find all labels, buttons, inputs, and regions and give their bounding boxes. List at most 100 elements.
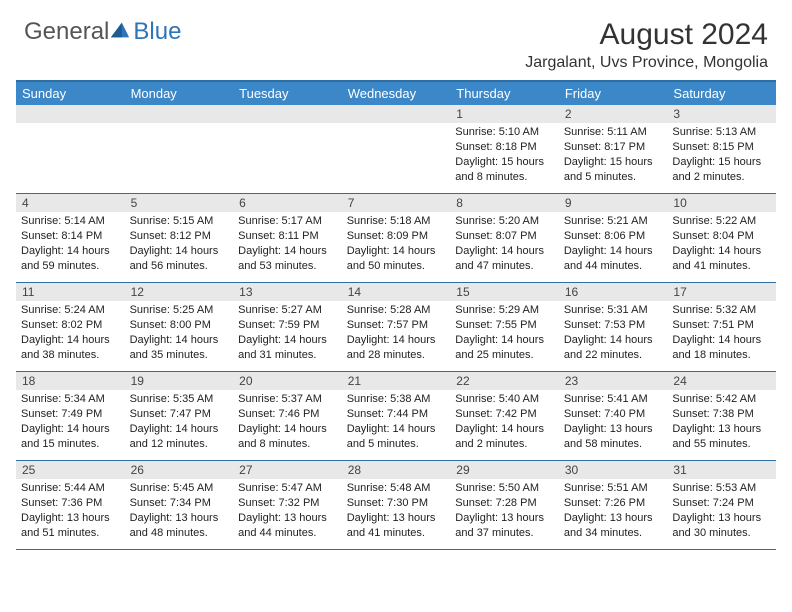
day-content: Sunrise: 5:42 AMSunset: 7:38 PMDaylight:… [667, 390, 776, 455]
day-number: 14 [342, 283, 451, 301]
day-number: 8 [450, 194, 559, 212]
day-cell: 11Sunrise: 5:24 AMSunset: 8:02 PMDayligh… [16, 283, 125, 371]
day-cell: 6Sunrise: 5:17 AMSunset: 8:11 PMDaylight… [233, 194, 342, 282]
sunset-text: Sunset: 8:14 PM [21, 229, 120, 244]
daylight-text: Daylight: 15 hours and 8 minutes. [455, 155, 554, 185]
day-header-row: Sunday Monday Tuesday Wednesday Thursday… [16, 80, 776, 105]
day-cell: 16Sunrise: 5:31 AMSunset: 7:53 PMDayligh… [559, 283, 668, 371]
daylight-text: Daylight: 14 hours and 18 minutes. [672, 333, 771, 363]
sunrise-text: Sunrise: 5:48 AM [347, 481, 446, 496]
daylight-text: Daylight: 13 hours and 48 minutes. [130, 511, 229, 541]
day-number: 30 [559, 461, 668, 479]
sunrise-text: Sunrise: 5:32 AM [672, 303, 771, 318]
sunset-text: Sunset: 7:36 PM [21, 496, 120, 511]
day-cell: 23Sunrise: 5:41 AMSunset: 7:40 PMDayligh… [559, 372, 668, 460]
daylight-text: Daylight: 14 hours and 50 minutes. [347, 244, 446, 274]
sunset-text: Sunset: 7:55 PM [455, 318, 554, 333]
sunset-text: Sunset: 7:57 PM [347, 318, 446, 333]
day-cell: 18Sunrise: 5:34 AMSunset: 7:49 PMDayligh… [16, 372, 125, 460]
day-number: 10 [667, 194, 776, 212]
sunset-text: Sunset: 7:28 PM [455, 496, 554, 511]
day-cell: 24Sunrise: 5:42 AMSunset: 7:38 PMDayligh… [667, 372, 776, 460]
day-number: 20 [233, 372, 342, 390]
daylight-text: Daylight: 13 hours and 44 minutes. [238, 511, 337, 541]
day-cell: 19Sunrise: 5:35 AMSunset: 7:47 PMDayligh… [125, 372, 234, 460]
day-content: Sunrise: 5:25 AMSunset: 8:00 PMDaylight:… [125, 301, 234, 366]
day-cell: 17Sunrise: 5:32 AMSunset: 7:51 PMDayligh… [667, 283, 776, 371]
daylight-text: Daylight: 14 hours and 56 minutes. [130, 244, 229, 274]
day-content: Sunrise: 5:31 AMSunset: 7:53 PMDaylight:… [559, 301, 668, 366]
sunrise-text: Sunrise: 5:28 AM [347, 303, 446, 318]
month-title: August 2024 [525, 18, 768, 52]
sunset-text: Sunset: 7:46 PM [238, 407, 337, 422]
day-number: 22 [450, 372, 559, 390]
day-number: 18 [16, 372, 125, 390]
sunset-text: Sunset: 7:26 PM [564, 496, 663, 511]
weeks-container: 1Sunrise: 5:10 AMSunset: 8:18 PMDaylight… [16, 105, 776, 550]
sunrise-text: Sunrise: 5:38 AM [347, 392, 446, 407]
day-header-tue: Tuesday [233, 82, 342, 105]
logo-text-general: General [24, 18, 109, 46]
day-number: 12 [125, 283, 234, 301]
daylight-text: Daylight: 13 hours and 34 minutes. [564, 511, 663, 541]
day-content: Sunrise: 5:34 AMSunset: 7:49 PMDaylight:… [16, 390, 125, 455]
sunset-text: Sunset: 7:53 PM [564, 318, 663, 333]
day-number [233, 105, 342, 123]
week-row: 4Sunrise: 5:14 AMSunset: 8:14 PMDaylight… [16, 194, 776, 283]
daylight-text: Daylight: 14 hours and 41 minutes. [672, 244, 771, 274]
sunset-text: Sunset: 7:59 PM [238, 318, 337, 333]
day-cell: 14Sunrise: 5:28 AMSunset: 7:57 PMDayligh… [342, 283, 451, 371]
day-number [125, 105, 234, 123]
day-content: Sunrise: 5:13 AMSunset: 8:15 PMDaylight:… [667, 123, 776, 188]
day-content: Sunrise: 5:29 AMSunset: 7:55 PMDaylight:… [450, 301, 559, 366]
daylight-text: Daylight: 14 hours and 5 minutes. [347, 422, 446, 452]
day-number: 25 [16, 461, 125, 479]
day-cell: 8Sunrise: 5:20 AMSunset: 8:07 PMDaylight… [450, 194, 559, 282]
day-cell: 1Sunrise: 5:10 AMSunset: 8:18 PMDaylight… [450, 105, 559, 193]
daylight-text: Daylight: 14 hours and 44 minutes. [564, 244, 663, 274]
sunrise-text: Sunrise: 5:53 AM [672, 481, 771, 496]
sunset-text: Sunset: 8:04 PM [672, 229, 771, 244]
day-content: Sunrise: 5:45 AMSunset: 7:34 PMDaylight:… [125, 479, 234, 544]
sunset-text: Sunset: 7:47 PM [130, 407, 229, 422]
day-cell: 12Sunrise: 5:25 AMSunset: 8:00 PMDayligh… [125, 283, 234, 371]
week-row: 25Sunrise: 5:44 AMSunset: 7:36 PMDayligh… [16, 461, 776, 550]
day-content: Sunrise: 5:48 AMSunset: 7:30 PMDaylight:… [342, 479, 451, 544]
sunrise-text: Sunrise: 5:47 AM [238, 481, 337, 496]
day-number: 15 [450, 283, 559, 301]
day-cell: 25Sunrise: 5:44 AMSunset: 7:36 PMDayligh… [16, 461, 125, 549]
day-cell: 29Sunrise: 5:50 AMSunset: 7:28 PMDayligh… [450, 461, 559, 549]
sunset-text: Sunset: 8:12 PM [130, 229, 229, 244]
sunset-text: Sunset: 8:17 PM [564, 140, 663, 155]
day-content: Sunrise: 5:47 AMSunset: 7:32 PMDaylight:… [233, 479, 342, 544]
sunset-text: Sunset: 8:02 PM [21, 318, 120, 333]
day-number: 17 [667, 283, 776, 301]
sunset-text: Sunset: 7:30 PM [347, 496, 446, 511]
sunset-text: Sunset: 8:07 PM [455, 229, 554, 244]
sunrise-text: Sunrise: 5:11 AM [564, 125, 663, 140]
header: General Blue August 2024 Jargalant, Uvs … [0, 0, 792, 80]
day-content: Sunrise: 5:22 AMSunset: 8:04 PMDaylight:… [667, 212, 776, 277]
sunrise-text: Sunrise: 5:42 AM [672, 392, 771, 407]
sunrise-text: Sunrise: 5:45 AM [130, 481, 229, 496]
sunset-text: Sunset: 7:42 PM [455, 407, 554, 422]
sunset-text: Sunset: 7:40 PM [564, 407, 663, 422]
day-content: Sunrise: 5:24 AMSunset: 8:02 PMDaylight:… [16, 301, 125, 366]
day-cell: 3Sunrise: 5:13 AMSunset: 8:15 PMDaylight… [667, 105, 776, 193]
day-content: Sunrise: 5:50 AMSunset: 7:28 PMDaylight:… [450, 479, 559, 544]
day-content: Sunrise: 5:28 AMSunset: 7:57 PMDaylight:… [342, 301, 451, 366]
sunset-text: Sunset: 8:00 PM [130, 318, 229, 333]
sunset-text: Sunset: 7:32 PM [238, 496, 337, 511]
sunset-text: Sunset: 7:24 PM [672, 496, 771, 511]
day-cell [16, 105, 125, 193]
day-number: 29 [450, 461, 559, 479]
day-cell: 20Sunrise: 5:37 AMSunset: 7:46 PMDayligh… [233, 372, 342, 460]
daylight-text: Daylight: 14 hours and 22 minutes. [564, 333, 663, 363]
day-cell: 5Sunrise: 5:15 AMSunset: 8:12 PMDaylight… [125, 194, 234, 282]
day-content: Sunrise: 5:37 AMSunset: 7:46 PMDaylight:… [233, 390, 342, 455]
daylight-text: Daylight: 13 hours and 37 minutes. [455, 511, 554, 541]
day-number: 2 [559, 105, 668, 123]
daylight-text: Daylight: 15 hours and 2 minutes. [672, 155, 771, 185]
day-content: Sunrise: 5:18 AMSunset: 8:09 PMDaylight:… [342, 212, 451, 277]
sunrise-text: Sunrise: 5:17 AM [238, 214, 337, 229]
